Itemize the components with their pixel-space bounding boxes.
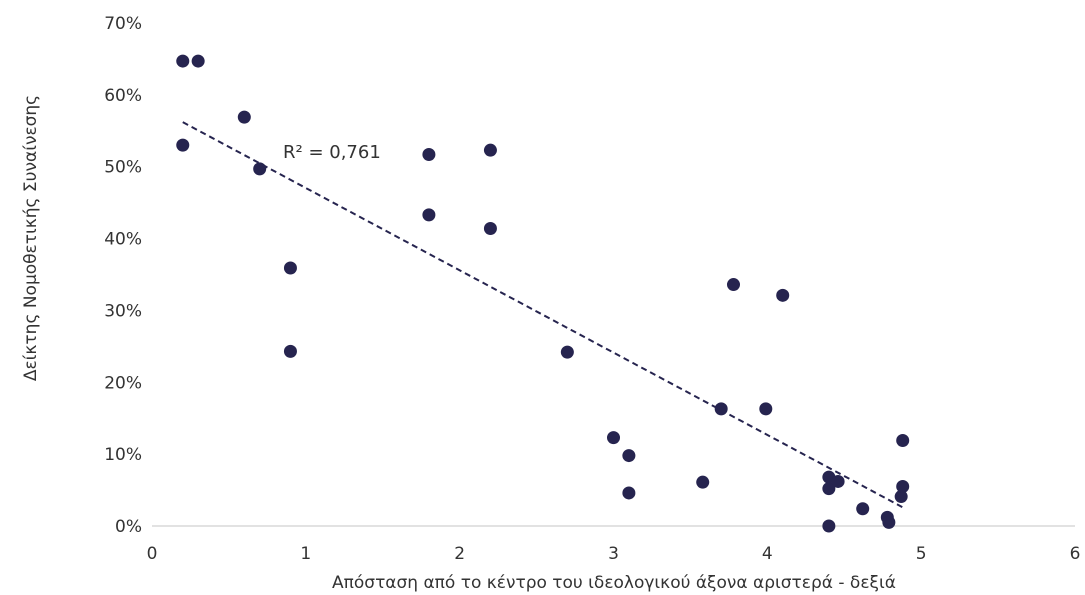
data-point (176, 138, 190, 152)
data-point (856, 502, 870, 516)
data-point (422, 208, 436, 222)
data-point (607, 431, 620, 445)
y-tick-label: 40% (104, 230, 142, 250)
data-point (560, 345, 574, 359)
x-axis-title: Απόσταση από το κέντρο του ιδεολογικού ά… (332, 573, 896, 593)
data-point (894, 490, 908, 504)
data-point (176, 54, 190, 68)
y-tick-label: 0% (115, 517, 142, 537)
y-tick-label: 10% (104, 445, 142, 465)
data-point (422, 147, 436, 161)
data-point (696, 475, 710, 489)
x-tick-label: 1 (300, 544, 311, 564)
data-point (191, 54, 205, 68)
data-point (822, 482, 836, 496)
data-point (622, 486, 636, 500)
data-point (483, 222, 497, 236)
y-tick-label: 70% (104, 14, 142, 34)
data-point (283, 261, 297, 275)
data-point (483, 143, 497, 157)
r-squared-annotation: R² = 0,761 (283, 142, 381, 163)
data-point (831, 474, 845, 488)
data-points (176, 54, 910, 533)
data-point (283, 344, 297, 358)
data-point (237, 110, 251, 124)
x-tick-label: 3 (608, 544, 619, 564)
data-point (822, 519, 836, 533)
data-point (759, 402, 773, 416)
x-tick-label: 4 (762, 544, 773, 564)
y-tick-label: 60% (104, 86, 142, 106)
y-tick-label: 30% (104, 301, 142, 321)
data-point (896, 479, 910, 493)
y-tick-label: 20% (104, 373, 142, 393)
data-point (622, 449, 636, 463)
data-point (726, 278, 740, 292)
x-tick-labels: 0 1 2 3 4 5 6 (147, 544, 1081, 564)
x-tick-label: 2 (454, 544, 465, 564)
x-tick-label: 6 (1070, 544, 1081, 564)
data-point (714, 402, 728, 416)
data-point (776, 288, 790, 302)
y-axis-title: Δείκτης Νομοθετικής Συναίνεσης (21, 95, 41, 381)
data-point (896, 433, 910, 447)
trendline (182, 121, 904, 509)
y-tick-label: 50% (104, 158, 142, 178)
data-point (882, 515, 896, 529)
data-point (253, 162, 267, 176)
x-tick-label: 5 (916, 544, 927, 564)
y-tick-labels: 0% 10% 20% 30% 40% 50% 60% 70% (104, 14, 142, 537)
x-tick-label: 0 (147, 544, 158, 564)
